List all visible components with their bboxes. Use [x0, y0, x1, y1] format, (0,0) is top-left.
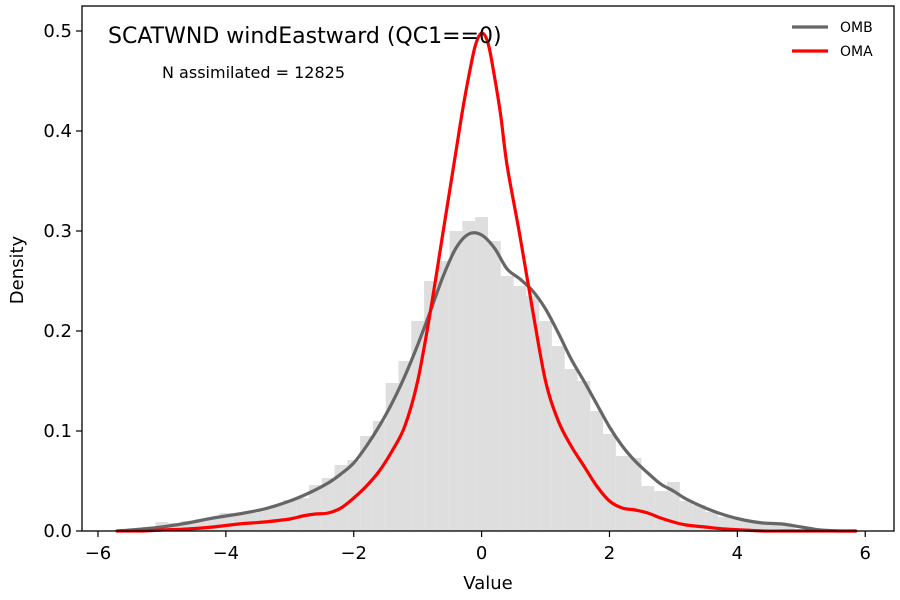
histogram-bar [782, 525, 795, 531]
y-tick-label: 0.4 [43, 121, 72, 142]
series-line-omb [115, 231, 858, 533]
x-tick-label: −6 [85, 543, 112, 564]
y-tick-label: 0.0 [43, 521, 72, 542]
histogram [117, 217, 808, 531]
histogram-bar [730, 518, 744, 531]
chart-title: SCATWND windEastward (QC1==0) [108, 24, 502, 49]
x-tick-label: 0 [476, 543, 487, 564]
histogram-bar [488, 241, 501, 531]
y-tick-label: 0.1 [43, 421, 72, 442]
histogram-bar [615, 456, 629, 531]
histogram-bar [526, 296, 540, 531]
x-tick-label: −4 [213, 543, 240, 564]
histogram-bar [756, 522, 770, 531]
histogram-bar [743, 521, 757, 531]
histogram-bar [436, 261, 450, 531]
histogram-bar [334, 465, 348, 531]
x-tick-label: 2 [604, 543, 615, 564]
histogram-bar [360, 436, 373, 531]
histogram-bar [449, 231, 463, 531]
y-axis-label: Density [7, 235, 28, 304]
histogram-bar [347, 460, 361, 531]
legend-label-omb: OMB [840, 20, 873, 36]
histogram-bar [424, 281, 437, 531]
histogram-bar [372, 421, 386, 531]
series-line-oma [115, 31, 858, 533]
histogram-bar [641, 486, 655, 531]
x-tick-label: 6 [860, 543, 871, 564]
histogram-bar [321, 478, 335, 531]
histogram-bar [603, 434, 616, 531]
histogram-bar [270, 505, 284, 531]
histogram-bar [769, 523, 783, 531]
n-assimilated-annotation: N assimilated = 12825 [162, 63, 345, 82]
histogram-bar [308, 485, 322, 531]
y-tick-label: 0.5 [43, 21, 72, 42]
histogram-bar [628, 458, 642, 531]
histogram-bar [500, 276, 514, 531]
histogram-bar [168, 523, 182, 531]
histogram-bar [654, 491, 668, 531]
histogram-bar [564, 369, 578, 531]
legend-label-oma: OMA [840, 44, 873, 60]
histogram-bar [398, 361, 412, 531]
histogram-bar [551, 346, 565, 531]
y-tick-label: 0.2 [43, 321, 72, 342]
y-tick-label: 0.3 [43, 221, 72, 242]
histogram-bar [590, 411, 604, 531]
histogram-bar [181, 521, 194, 531]
plot-frame [81, 5, 895, 532]
histogram-bar [475, 217, 488, 531]
x-axis-ticks: −6 −4 −2 0 2 4 6 [85, 531, 871, 564]
histogram-bar [577, 381, 591, 531]
histogram-bar [385, 383, 399, 531]
x-tick-label: 4 [732, 543, 743, 564]
density-lines [115, 31, 858, 533]
histogram-bar [462, 221, 476, 531]
histogram-bar [283, 500, 297, 531]
x-axis-label: Value [463, 573, 512, 594]
y-axis-ticks: 0.0 0.1 0.2 0.3 0.4 0.5 [43, 21, 82, 542]
legend: OMB OMA [792, 20, 873, 60]
histogram-bar [257, 509, 271, 531]
histogram-bar [513, 286, 527, 531]
x-tick-label: −2 [340, 543, 367, 564]
histogram-bar [193, 520, 207, 531]
